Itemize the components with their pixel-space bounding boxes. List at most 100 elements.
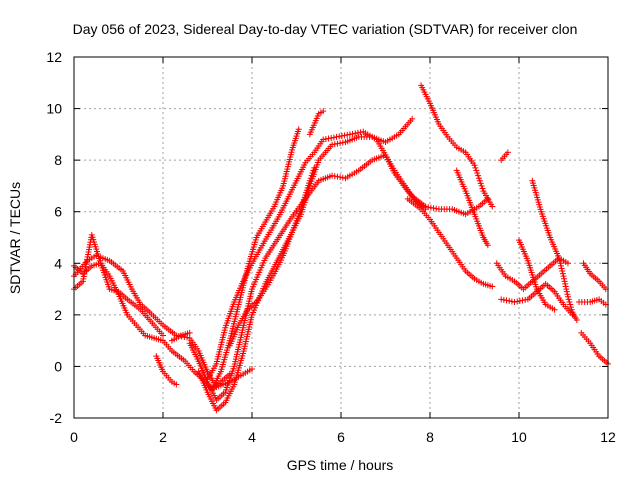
data-point-marker [565,296,572,303]
data-point-marker [564,260,571,267]
grid [74,57,608,418]
data-point-marker [308,172,315,179]
data-point-marker [556,255,563,262]
data-point-marker [339,174,346,181]
data-point-marker [519,297,526,304]
data-point-marker [562,283,569,290]
y-tick-label: 4 [54,255,62,271]
data-point-marker [475,175,482,182]
data-point-marker [475,172,482,179]
data-point-marker [331,141,338,148]
data-point-marker [562,280,569,287]
series-track-k [306,108,327,138]
data-point-marker [506,297,513,304]
series-track-n [453,167,491,249]
data-point-marker [557,262,564,269]
x-axis-label: GPS time / hours [287,457,394,473]
data-point-marker [344,131,351,138]
y-tick-label: 6 [54,204,62,220]
data-point-marker [561,278,568,285]
series-track-d [153,353,180,388]
data-point-marker [504,149,511,156]
data-point-marker [346,131,353,138]
data-point-marker [173,381,180,388]
data-point-marker [508,298,515,305]
series-track-r [516,237,558,313]
data-point-marker [484,195,491,202]
data-point-marker [337,140,344,147]
axis-ticks: 0 2 4 6 8 10 12 -2 0 2 4 6 8 10 12 [46,49,616,445]
data-point-marker [476,177,483,184]
data-point-marker [433,205,440,212]
data-point-marker [472,164,479,171]
data-point-marker [337,174,344,181]
data-point-marker [568,306,575,313]
data-point-marker [333,133,340,140]
x-tick-label: 8 [426,429,434,445]
data-point-marker [320,136,327,143]
data-point-marker [349,130,356,137]
x-tick-label: 10 [511,429,527,445]
y-tick-label: 12 [46,49,62,65]
data-point-marker [514,298,521,305]
data-point-marker [334,140,341,147]
data-point-marker [557,260,564,267]
series-track-j [168,329,193,344]
data-point-marker [522,296,529,303]
series-track-o [498,149,511,164]
series-track-i [226,164,318,349]
data-point-marker [338,132,345,139]
data-point-marker [564,291,571,298]
data-point-marker [484,242,491,249]
data-point-marker [357,129,364,136]
data-point-marker [409,115,416,122]
data-point-marker [331,173,338,180]
data-point-marker [329,172,336,179]
y-axis-label: SDTVAR / TECUs [7,182,23,294]
data-point-marker [479,185,486,192]
data-point-marker [489,203,496,210]
data-point-marker [322,135,329,142]
series-track-u [576,296,609,308]
series-track-g [204,128,491,383]
data-point-marker [516,297,523,304]
series-track-s [529,177,580,324]
data-point-marker [498,296,505,303]
chart-title: Day 056 of 2023, Sidereal Day-to-day VTE… [73,21,578,37]
data-point-marker [567,304,574,311]
series-track-c [71,231,166,339]
data-point-marker [249,366,255,373]
data-point-marker [430,205,437,212]
data-point-marker [425,204,432,211]
data-point-marker [186,329,193,336]
x-tick-label: 0 [70,429,78,445]
data-point-marker [339,139,346,146]
y-tick-label: 0 [54,358,62,374]
data-point-marker [556,257,563,264]
data-point-marker [310,167,317,174]
data-point-marker [566,298,573,305]
series-track-m [404,195,496,290]
data-point-marker [563,288,570,295]
data-point-marker [477,180,484,187]
data-point-marker [307,175,314,182]
data-point-marker [500,296,507,303]
data-point-marker [160,332,166,339]
data-point-marker [511,298,518,305]
data-point-marker [489,283,496,290]
data-point-marker [474,170,481,177]
data-point-marker [567,301,574,308]
data-point-marker [336,133,343,140]
data-point-marker [309,170,316,177]
data-point-marker [473,167,480,174]
data-point-marker [559,270,566,277]
data-point-marker [320,108,327,115]
data-point-marker [295,126,302,133]
series-track-l [418,82,496,210]
data-point-marker [551,306,558,313]
data-point-marker [559,268,566,275]
data-point-marker [330,134,337,141]
data-point-marker [561,275,568,282]
data-point-marker [306,177,313,184]
